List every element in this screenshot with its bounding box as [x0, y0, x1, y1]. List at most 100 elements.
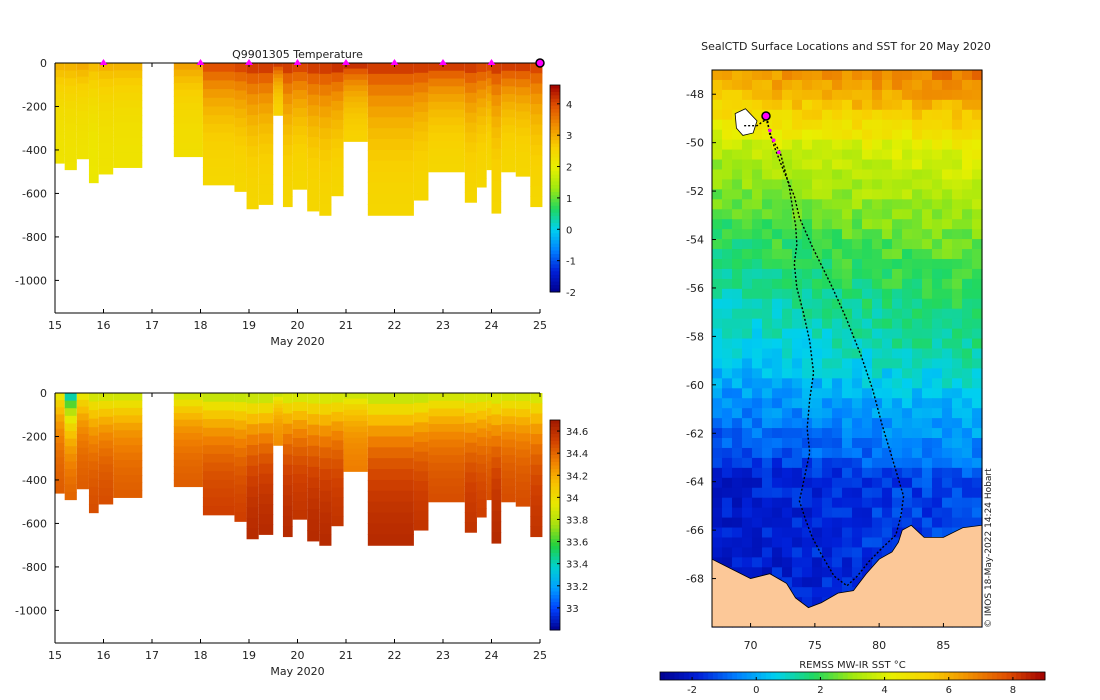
profile-cell	[331, 440, 344, 451]
profile-cell	[173, 479, 203, 488]
profile-cell	[413, 63, 429, 74]
profile-cell	[258, 73, 274, 84]
sst-colorbar-segment	[871, 672, 878, 680]
colorbar-segment	[550, 623, 560, 627]
sst-colorbar-segment	[1011, 672, 1017, 680]
profile-cell	[367, 204, 414, 216]
profile-cell	[319, 63, 332, 75]
sst-cell	[922, 338, 933, 350]
sst-cell	[722, 328, 733, 340]
sst-cell	[812, 169, 823, 181]
profile-cell	[307, 115, 320, 127]
colorbar-segment	[550, 504, 560, 508]
sst-cell	[962, 368, 973, 379]
sst-cell	[912, 507, 923, 519]
sst-cell	[912, 119, 923, 131]
colorbar-segment	[550, 598, 560, 603]
sst-cell	[852, 239, 863, 250]
sst-cell	[732, 378, 743, 389]
sst-cell	[822, 567, 833, 578]
profile-cell	[113, 422, 143, 431]
sst-cell	[752, 457, 763, 469]
sst-cell	[762, 358, 773, 369]
sst-colorbar-segment	[977, 672, 983, 680]
profile-cell	[530, 63, 543, 74]
sst-cell	[852, 338, 863, 350]
sst-cell	[822, 159, 833, 171]
sst-cell	[962, 457, 973, 469]
colorbar-tick-label: -1	[566, 257, 576, 268]
colorbar-segment	[550, 150, 560, 155]
sst-cell	[932, 497, 943, 509]
sst-cell	[952, 408, 963, 419]
sst-cell	[902, 288, 913, 300]
profile-cell	[234, 117, 247, 128]
sst-cell	[752, 229, 763, 240]
sst-cell	[732, 229, 743, 240]
sst-cell	[962, 219, 973, 230]
sst-cell	[922, 418, 933, 429]
profile-cell	[530, 444, 543, 456]
profile-cell	[491, 180, 502, 193]
sst-cell	[712, 298, 723, 310]
sst-colorbar-segment	[775, 672, 781, 680]
profile-cell	[246, 517, 259, 529]
sst-cell	[792, 229, 803, 240]
profile-cell	[491, 105, 502, 118]
colorbar-tick-label: 2	[566, 163, 572, 174]
profile-cell	[88, 478, 99, 488]
profile-cell	[246, 146, 259, 158]
profile-cell	[486, 85, 492, 95]
sst-cell	[912, 438, 923, 449]
sst-cell	[902, 477, 913, 489]
sst-cell	[722, 368, 733, 379]
profile-cell	[292, 393, 308, 403]
profile-cell	[491, 457, 502, 469]
profile-cell	[307, 403, 320, 415]
sst-cell	[862, 249, 873, 260]
profile-cell	[367, 193, 414, 205]
colorbar-segment	[550, 188, 560, 193]
sst-cell	[712, 487, 723, 499]
sst-cell	[802, 149, 813, 161]
sst-cell	[892, 457, 903, 469]
sst-cell	[722, 308, 733, 320]
profile-cell	[273, 437, 283, 443]
sst-cell	[882, 358, 893, 369]
sst-cell	[762, 239, 773, 250]
profile-cell	[202, 97, 235, 108]
profile-cell	[501, 109, 516, 118]
profile-cell	[486, 123, 492, 133]
sst-cell	[732, 298, 743, 310]
sst-cell	[792, 368, 803, 379]
sst-cell	[742, 428, 753, 439]
sst-cell	[932, 278, 943, 290]
profile-column	[55, 393, 65, 494]
profile-cell	[98, 464, 114, 473]
sst-cell	[772, 79, 783, 91]
profile-cell	[113, 122, 143, 131]
sst-cell	[892, 517, 903, 529]
sst-cell	[892, 119, 903, 131]
sst-cell	[912, 497, 923, 509]
sst-cell	[772, 258, 783, 270]
sst-cell	[782, 398, 793, 409]
sst-cell	[882, 139, 893, 151]
sst-cell	[932, 70, 943, 81]
sst-cell	[902, 119, 913, 131]
profile-cell	[413, 151, 429, 162]
profile-cell	[173, 123, 203, 131]
sst-cell	[952, 258, 963, 270]
profile-cell	[428, 470, 465, 480]
profile-cell	[367, 512, 414, 525]
sst-cell	[962, 278, 973, 290]
colorbar-segment	[550, 619, 560, 624]
colorbar-tick-label: 1	[566, 194, 572, 205]
sst-cell	[972, 159, 983, 171]
profile-cell	[530, 454, 543, 466]
sst-cell	[712, 318, 723, 330]
sst-cell	[832, 89, 843, 101]
profile-column	[501, 393, 516, 503]
sst-cell	[842, 507, 853, 519]
profile-cell	[464, 192, 477, 203]
